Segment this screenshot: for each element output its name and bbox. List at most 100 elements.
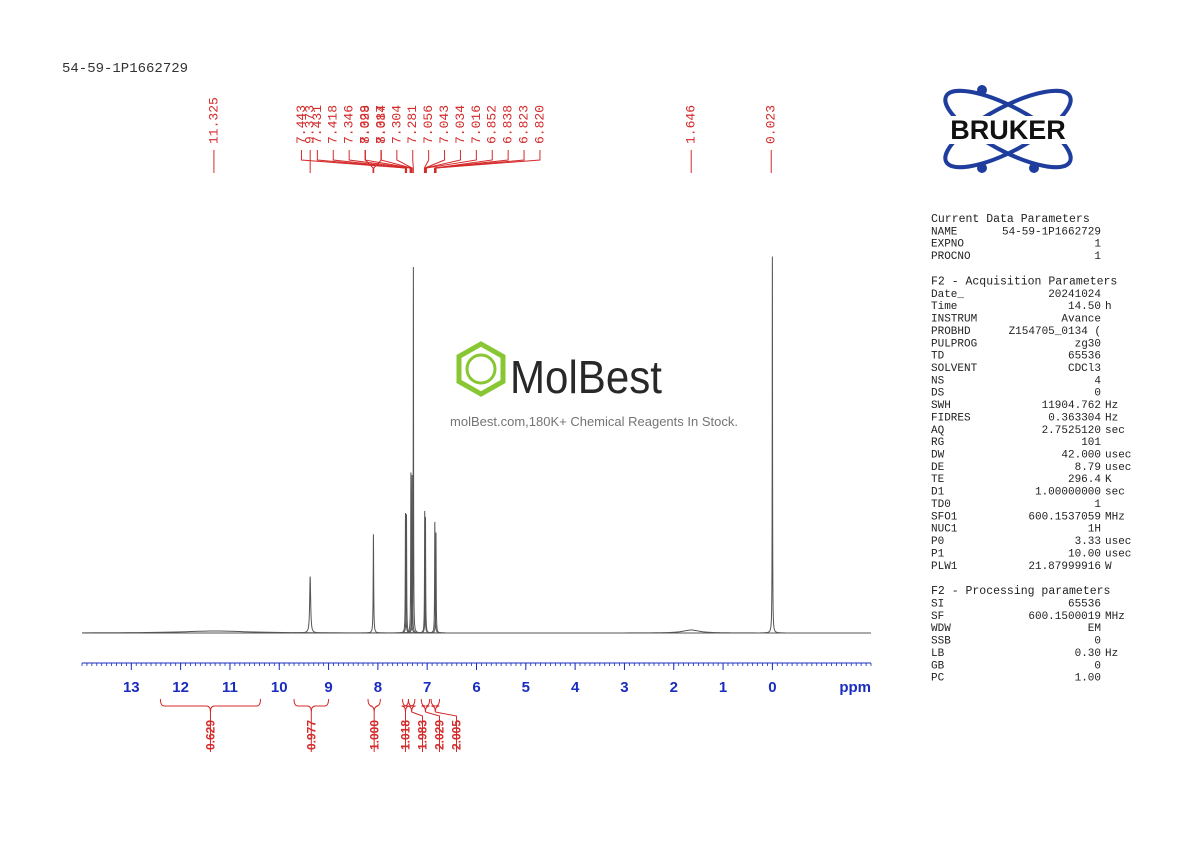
peak-label: 7.304 — [389, 105, 404, 144]
parameter-value: 600.1500019 — [1028, 611, 1101, 623]
x-tick-label: 9 — [324, 679, 332, 696]
peak-label: 8.084 — [374, 105, 389, 144]
logo-text: BRUKER — [950, 115, 1066, 145]
parameter-value: 1.00000000 — [1035, 487, 1101, 499]
integral-label: 1.983 — [416, 720, 430, 750]
peak-label-leader — [425, 150, 477, 173]
parameter-unit: usec — [1105, 536, 1131, 548]
parameter-value: 0 — [1094, 660, 1101, 672]
x-tick-label: 4 — [571, 679, 580, 696]
parameter-value: 1 — [1094, 239, 1101, 251]
parameter-unit: sec — [1105, 425, 1125, 437]
logo-orbit — [943, 88, 1073, 170]
peak-label-leader — [300, 150, 406, 173]
integral-bracket — [293, 698, 330, 752]
parameter-name: NUC1 — [931, 524, 958, 536]
parameter-unit: Hz — [1105, 400, 1118, 412]
x-tick-label: 2 — [670, 679, 678, 696]
integral-bracket — [430, 698, 457, 752]
peak-label: 7.346 — [342, 105, 357, 144]
parameter-name: Date_ — [931, 289, 964, 301]
parameter-name: FIDRES — [931, 412, 971, 424]
parameter-name: SOLVENT — [931, 363, 978, 375]
parameter-value: 1 — [1094, 499, 1101, 511]
x-tick-label: 6 — [472, 679, 480, 696]
parameter-section-title: F2 - Processing parameters — [931, 585, 1110, 598]
integral-bracket — [401, 698, 410, 752]
parameter-value: 0.30 — [1075, 648, 1101, 660]
parameter-section-title: F2 - Acquisition Parameters — [931, 275, 1117, 288]
peak-label-leader — [396, 150, 413, 173]
parameter-value: 54-59-1P1662729 — [1002, 226, 1101, 238]
parameter-unit: W — [1105, 561, 1112, 573]
parameter-name: DW — [931, 450, 945, 462]
peak-label-leader — [412, 150, 414, 173]
parameter-name: PC — [931, 673, 945, 685]
parameter-value: zg30 — [1075, 338, 1101, 350]
parameter-name: SI — [931, 599, 944, 611]
parameter-value: 0.363304 — [1048, 412, 1101, 424]
peak-label: 7.016 — [469, 105, 484, 144]
parameter-unit: usec — [1105, 450, 1131, 462]
peak-label-leader — [434, 150, 509, 173]
watermark-tagline: molBest.com,180K+ Chemical Reagents In S… — [450, 414, 738, 429]
parameter-value: 1.00 — [1075, 673, 1101, 685]
parameter-name: INSTRUM — [931, 314, 977, 326]
integral-label: 0.977 — [304, 720, 318, 750]
peak-label: 6.838 — [501, 105, 516, 144]
parameter-unit: usec — [1105, 548, 1131, 560]
parameter-value: 0 — [1094, 636, 1101, 648]
peak-label: 8.098 — [358, 105, 373, 144]
parameter-unit: usec — [1105, 462, 1131, 474]
parameter-name: PROBHD — [931, 326, 971, 338]
peak-label: 7.034 — [453, 105, 468, 144]
parameter-name: NS — [931, 375, 945, 387]
peak-label: 7.317 — [373, 105, 388, 144]
minor-ticks — [81, 663, 872, 666]
parameter-unit: Hz — [1105, 412, 1118, 424]
parameter-unit: Hz — [1105, 648, 1118, 660]
parameter-value: 1H — [1088, 524, 1101, 536]
x-tick-label: 5 — [522, 679, 530, 696]
watermark-ring — [465, 353, 497, 385]
logo-orbit — [943, 88, 1073, 170]
peak-label-leader — [364, 150, 412, 173]
parameter-value: 8.79 — [1075, 462, 1101, 474]
parameter-name: AQ — [931, 425, 945, 437]
x-tick-label: 0 — [768, 679, 776, 696]
parameter-value: 11904.762 — [1042, 400, 1101, 412]
parameter-name: PULPROG — [931, 338, 977, 350]
peak — [354, 533, 393, 634]
watermark: MolBest molBest.com,180K+ Chemical Reage… — [450, 341, 738, 429]
parameter-value: 14.50 — [1068, 301, 1101, 313]
peak-label: 7.431 — [310, 105, 325, 144]
parameter-name: PROCNO — [931, 251, 971, 263]
parameter-value: 101 — [1081, 437, 1101, 449]
parameter-value: 0 — [1094, 388, 1101, 400]
parameter-value: Z154705_0134 ( — [1009, 326, 1101, 338]
parameter-unit: K — [1105, 474, 1112, 486]
peak-label-leader — [332, 150, 408, 173]
peak-label: 7.443 — [294, 105, 309, 144]
peak-label-leader — [316, 150, 407, 173]
parameter-value: 2.7525120 — [1042, 425, 1101, 437]
logo-band — [925, 116, 1091, 144]
x-tick-label: 8 — [374, 679, 382, 696]
parameter-name: NAME — [931, 226, 958, 238]
parameter-name: RG — [931, 437, 944, 449]
watermark-brand: MolBest — [510, 351, 662, 403]
parameter-name: SFO1 — [931, 511, 958, 523]
x-tick-label: 12 — [172, 679, 189, 696]
parameter-name: WDW — [931, 623, 951, 635]
peak-label-leader — [435, 150, 541, 173]
peak-label-leader — [425, 150, 461, 173]
parameter-value: 10.00 — [1068, 548, 1101, 560]
integral-bracket — [159, 698, 262, 752]
parameter-name: D1 — [931, 487, 945, 499]
peak — [395, 472, 427, 634]
integral-label: 1.018 — [399, 720, 413, 750]
logo-dot — [977, 163, 987, 173]
parameter-value: 42.000 — [1061, 450, 1101, 462]
parameter-value: 21.87999916 — [1028, 561, 1101, 573]
x-axis-label: ppm — [839, 679, 871, 696]
